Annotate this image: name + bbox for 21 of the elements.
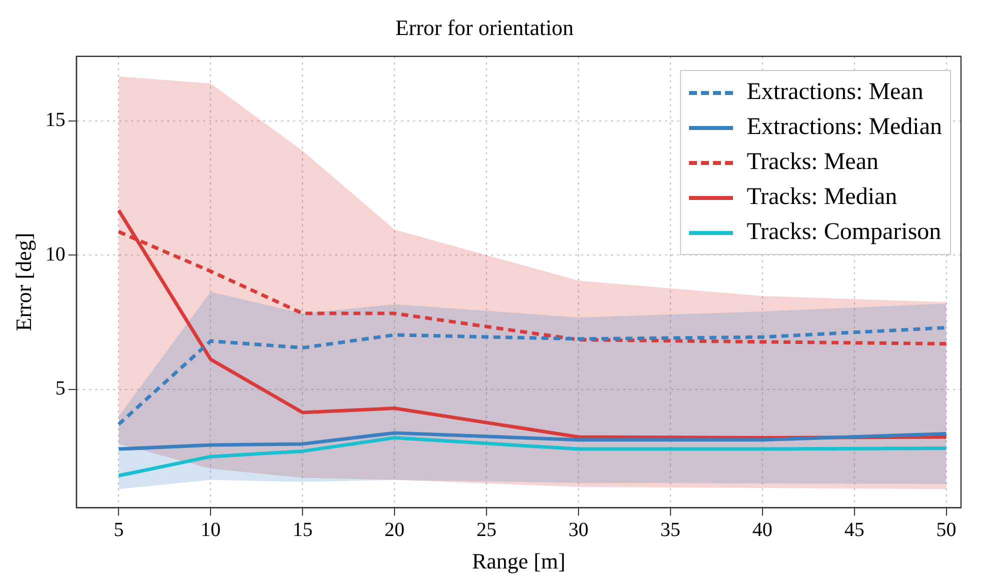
y-axis-title: Error [deg] <box>10 232 36 332</box>
x-tick-label: 5 <box>114 518 124 541</box>
chart-title: Error for orientation <box>395 14 574 40</box>
y-tick-label: 15 <box>45 109 66 132</box>
legend-label: Tracks: Median <box>746 183 898 212</box>
x-axis-title: Range [m] <box>472 548 566 574</box>
x-tick-label: 50 <box>936 518 956 541</box>
x-tick-label: 10 <box>200 518 221 541</box>
x-tick-label: 35 <box>660 518 680 541</box>
y-tick-label: 5 <box>55 378 66 400</box>
legend-label: Extractions: Median <box>746 113 942 142</box>
x-tick-label: 40 <box>752 518 772 541</box>
x-tick-label: 25 <box>476 518 497 541</box>
legend-label: Tracks: Comparison <box>746 218 942 248</box>
x-tick-label: 45 <box>844 518 864 541</box>
legend-label: Tracks: Mean <box>746 148 878 178</box>
y-tick-label: 10 <box>45 243 66 266</box>
x-tick-label: 30 <box>568 518 588 541</box>
legend-label: Extractions: Mean <box>746 78 924 108</box>
x-tick-label: 15 <box>292 518 313 541</box>
x-tick-label: 20 <box>384 518 405 541</box>
